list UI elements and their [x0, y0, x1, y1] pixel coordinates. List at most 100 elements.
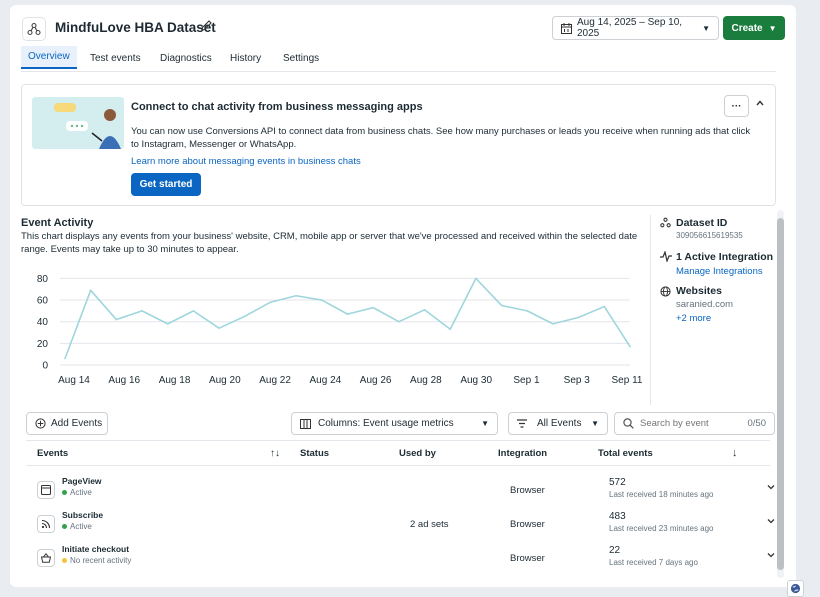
rss-icon [37, 515, 55, 533]
integration: Browser [510, 553, 545, 564]
data-point [629, 345, 631, 348]
x-tick-label: Aug 14 [58, 375, 90, 386]
data-point [603, 305, 606, 308]
dataset-id-icon [660, 217, 671, 231]
data-point [243, 315, 246, 318]
create-button[interactable]: Create ▼ [723, 16, 785, 40]
event-status: No recent activity [62, 556, 131, 565]
event-activity-chart: 0 20 40 60 80 Aug 14 Aug 16 Aug 18 Aug 20 Aug 22 A… [37, 274, 643, 386]
data-point [192, 310, 195, 312]
chevron-down-icon[interactable] [766, 550, 776, 563]
globe-icon [660, 286, 671, 300]
y-tick-label: 80 [37, 274, 49, 285]
tab-overview[interactable]: Overview [21, 46, 77, 69]
search-icon [623, 418, 634, 429]
data-point [577, 316, 580, 319]
tab-diagnostics[interactable]: Diagnostics [160, 53, 212, 64]
more-options-button[interactable]: ··· [724, 95, 749, 117]
create-button-label: Create [731, 22, 763, 34]
banner-illustration [32, 97, 124, 149]
website-value: saranied.com [676, 299, 734, 310]
page-icon [37, 481, 55, 499]
tab-history[interactable]: History [230, 53, 262, 64]
header-events[interactable]: Events [37, 448, 69, 459]
data-point [321, 299, 323, 301]
data-point [64, 357, 66, 360]
websites-label: Websites [676, 285, 722, 297]
tab-test-events[interactable]: Test events [90, 53, 141, 64]
table-header-divider [26, 465, 770, 466]
y-tick-label: 60 [37, 296, 49, 307]
x-tick-label: Aug 22 [259, 375, 291, 386]
table-row[interactable]: Subscribe Active 2 ad sets Browser 483 L… [26, 507, 775, 539]
table-row[interactable]: Initiate checkout No recent activity Bro… [26, 541, 775, 573]
manage-integrations-link[interactable]: Manage Integrations [676, 266, 763, 277]
data-point [295, 294, 297, 297]
chevron-down-icon: ▼ [481, 419, 489, 428]
data-point [552, 323, 554, 325]
header-total-events[interactable]: Total events [598, 448, 653, 459]
learn-more-link[interactable]: Learn more about messaging events in bus… [131, 156, 361, 167]
x-tick-label: Sep 11 [612, 375, 643, 386]
data-point [218, 327, 220, 329]
event-name: Subscribe [62, 510, 104, 520]
last-received: Last received 23 minutes ago [609, 524, 714, 533]
page-title: MindfuLove HBA Dataset [55, 20, 216, 35]
table-row[interactable]: PageView Active Browser 572 Last receive… [26, 473, 775, 505]
chevron-down-icon: ▼ [768, 23, 777, 33]
tab-settings[interactable]: Settings [283, 53, 320, 64]
x-tick-label: Aug 18 [159, 375, 191, 386]
chevron-up-icon[interactable] [754, 97, 766, 112]
data-point [269, 301, 272, 304]
add-events-label: Add Events [51, 418, 103, 429]
chevron-down-icon[interactable] [766, 516, 776, 529]
scrollbar-thumb[interactable] [777, 218, 784, 570]
columns-dropdown[interactable]: Columns: Event usage metrics ▼ [291, 412, 498, 435]
status-dot [62, 558, 67, 564]
data-point [475, 277, 477, 280]
data-point [500, 304, 503, 307]
total-events: 483 [609, 511, 626, 522]
integration-label: 1 Active Integration [676, 251, 774, 263]
integration: Browser [510, 485, 545, 496]
add-events-button[interactable]: Add Events [26, 412, 108, 435]
series-line [64, 277, 631, 359]
date-range-picker[interactable]: Aug 14, 2025 – Sep 10, 2025 ▼ [552, 16, 719, 40]
search-field[interactable]: 0/50 [614, 412, 775, 435]
x-tick-label: Aug 30 [460, 375, 492, 386]
arrow-down-icon[interactable]: ↓ [732, 447, 738, 459]
search-count: 0/50 [747, 418, 767, 429]
event-status: Active [62, 488, 92, 497]
y-tick-label: 0 [42, 361, 48, 372]
chevron-down-icon[interactable] [766, 482, 776, 495]
dataset-id-label: Dataset ID [676, 217, 728, 229]
data-point [115, 318, 118, 321]
dataset-id-value: 309056615619535 [676, 231, 743, 240]
data-point [449, 328, 452, 331]
last-received: Last received 7 days ago [609, 558, 698, 567]
edit-icon[interactable] [200, 19, 213, 35]
last-received: Last received 18 minutes ago [609, 490, 714, 499]
event-status-label: Active [70, 488, 92, 497]
x-tick-label: Aug 16 [108, 375, 140, 386]
data-point [423, 309, 426, 311]
sort-icon[interactable]: ↑↓ [270, 448, 280, 459]
messaging-banner: Connect to chat activity from business m… [21, 84, 776, 206]
used-by: 2 ad sets [410, 519, 449, 530]
event-status-label: Active [70, 522, 92, 531]
basket-icon [37, 549, 55, 567]
data-point [346, 313, 349, 315]
get-started-button[interactable]: Get started [131, 173, 201, 196]
more-websites-link[interactable]: +2 more [676, 313, 712, 324]
scrollbar-track[interactable] [777, 210, 784, 578]
event-filter-dropdown[interactable]: All Events ▼ [508, 412, 608, 435]
x-tick-label: Aug 24 [310, 375, 342, 386]
y-tick-label: 40 [37, 317, 49, 328]
dataset-panel: MindfuLove HBA Dataset Aug 14, 2025 – Se… [10, 5, 796, 587]
search-input[interactable] [640, 418, 748, 429]
x-tick-label: Sep 3 [564, 375, 591, 386]
help-globe-icon[interactable] [787, 580, 804, 597]
filter-icon [517, 419, 527, 428]
total-events: 572 [609, 477, 626, 488]
activity-description: This chart displays any events from your… [21, 231, 638, 255]
